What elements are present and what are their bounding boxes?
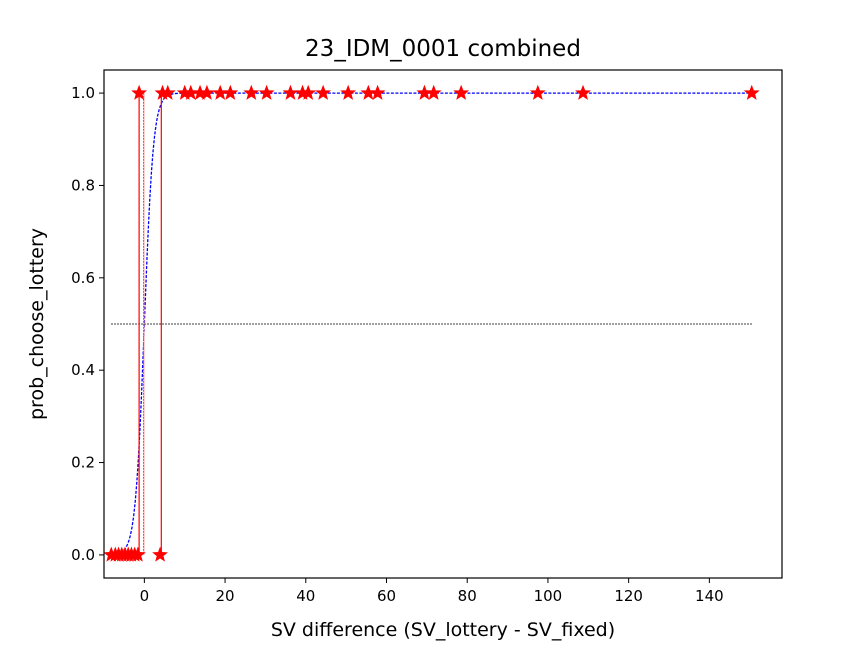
x-tick-label: 40 <box>296 587 315 605</box>
y-tick-label: 0.6 <box>71 269 95 287</box>
x-tick-label: 100 <box>534 587 563 605</box>
data-point-star <box>258 84 275 100</box>
x-tick-label: 60 <box>377 587 396 605</box>
y-tick-label: 0.2 <box>71 454 95 472</box>
y-tick-label: 0.8 <box>71 176 95 194</box>
data-point-star <box>129 546 146 562</box>
data-point-star <box>243 84 260 100</box>
y-tick-label: 1.0 <box>71 84 95 102</box>
data-point-star <box>152 546 169 562</box>
chart-title: 23_IDM_0001 combined <box>305 36 581 62</box>
data-point-star <box>425 84 442 100</box>
data-point-star <box>159 84 176 100</box>
data-point-star <box>340 84 357 100</box>
jump-lines-layer <box>138 93 162 555</box>
data-point-star <box>315 84 332 100</box>
plot-frame <box>103 69 783 579</box>
data-point-star <box>743 84 760 100</box>
data-point-star <box>300 84 317 100</box>
y-axis-ticks: 0.0 0.2 0.4 0.6 0.8 1.0 <box>71 84 104 564</box>
data-point-star <box>575 84 591 100</box>
y-tick-label: 0.0 <box>71 546 95 564</box>
data-markers-layer <box>103 84 760 562</box>
x-tick-label: 20 <box>216 587 235 605</box>
x-tick-label: 140 <box>695 587 724 605</box>
data-point-star <box>369 84 386 100</box>
data-point-star <box>529 84 546 100</box>
y-tick-label: 0.4 <box>71 361 95 379</box>
y-axis-label: prob_choose_lottery <box>26 228 48 420</box>
data-point-star <box>453 84 470 100</box>
x-tick-label: 0 <box>140 587 150 605</box>
data-point-star <box>198 84 215 100</box>
x-tick-label: 80 <box>458 587 477 605</box>
x-axis-label: SV difference (SV_lottery - SV_fixed) <box>271 619 615 641</box>
data-point-star <box>222 84 239 100</box>
x-tick-label: 120 <box>614 587 643 605</box>
x-axis-ticks: 0 20 40 60 80 100 120 140 <box>140 578 724 605</box>
data-point-star <box>131 84 148 100</box>
